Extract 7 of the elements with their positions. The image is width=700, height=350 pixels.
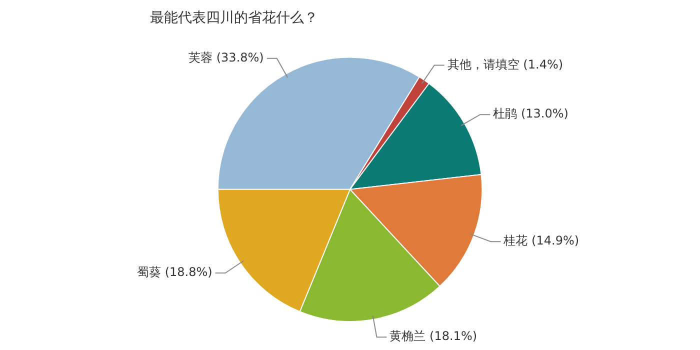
chart-title: 最能代表四川的省花什么？ xyxy=(150,10,318,26)
slice-label: 蜀葵 (18.8%) xyxy=(137,265,212,280)
slice-label: 芙蓉 (33.8%) xyxy=(188,50,264,64)
slice-label: 杜鹃 (13.0%) xyxy=(493,106,568,121)
slice-label: 其他，请填空 (1.4%) xyxy=(447,57,564,72)
slice-label: 桂花 (14.9%) xyxy=(502,234,580,248)
slice-label: 黄桷兰 (18.1%) xyxy=(390,329,478,344)
